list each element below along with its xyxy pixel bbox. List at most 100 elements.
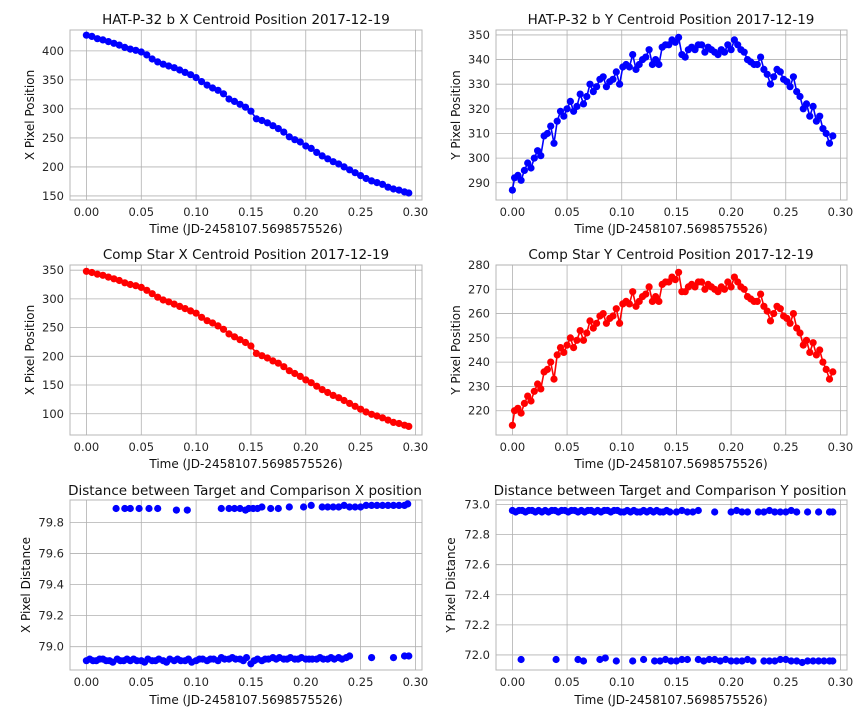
data-point — [88, 32, 96, 41]
data-point — [804, 508, 812, 516]
data-point — [543, 129, 552, 138]
data-point — [776, 305, 784, 313]
data-point — [368, 501, 376, 509]
data-point — [753, 297, 761, 305]
grid — [496, 500, 847, 670]
x-tick-label: 0.05 — [554, 675, 580, 689]
plot-area — [495, 264, 848, 436]
data-point — [776, 508, 784, 516]
data-point — [517, 655, 525, 664]
data-point — [612, 305, 620, 313]
data-point — [170, 64, 178, 72]
data-point — [806, 348, 814, 356]
y-tick-label: 79.8 — [38, 516, 64, 530]
y-tick-label: 72.4 — [464, 588, 490, 602]
data-point — [672, 508, 681, 516]
data-point — [765, 506, 774, 515]
data-point — [252, 115, 260, 123]
data-point — [82, 31, 90, 39]
data-point — [616, 80, 624, 88]
y-tick-label: 72.2 — [464, 618, 490, 632]
grid — [70, 30, 422, 200]
y-tick-label: 79.0 — [38, 640, 64, 654]
y-tick-label: 150 — [42, 189, 64, 203]
data-point — [165, 62, 173, 70]
tick-labels: 0.00 0.05 0.10 0.15 0.20 0.25 0.30 290 300 310 320… — [468, 28, 853, 219]
y-tick-label: 350 — [42, 263, 64, 277]
x-tick-label: 0.30 — [403, 205, 429, 219]
data-point — [796, 92, 804, 101]
x-tick-label: 0.30 — [403, 440, 429, 454]
data-point — [537, 152, 545, 160]
data-series — [82, 500, 413, 668]
x-axis-label: Time (JD-2458107.5698575526) — [573, 222, 767, 236]
y-tick-label: 73.0 — [464, 498, 490, 512]
tick-labels: 0.00 0.05 0.10 0.15 0.20 0.25 0.30 220 230 240 250… — [468, 258, 853, 454]
data-point — [815, 657, 823, 665]
data-point — [159, 296, 167, 304]
data-point — [757, 53, 765, 61]
data-point — [681, 53, 689, 61]
y-tick-label: 230 — [468, 379, 490, 393]
y-tick-label: 300 — [42, 292, 64, 306]
data-point — [579, 100, 588, 108]
data-point — [121, 504, 129, 513]
x-tick-label: 0.10 — [609, 205, 635, 219]
data-point — [242, 654, 251, 662]
data-point — [675, 33, 683, 42]
data-point — [247, 342, 255, 350]
x-tick-label: 0.00 — [500, 675, 526, 689]
data-point — [225, 504, 233, 513]
data-point — [765, 657, 774, 665]
data-point — [329, 503, 337, 511]
data-point — [329, 158, 337, 166]
x-tick-label: 0.20 — [293, 205, 319, 219]
data-point — [698, 41, 706, 49]
data-point — [126, 45, 134, 53]
data-point — [727, 283, 735, 291]
data-point — [517, 176, 525, 184]
data-point — [776, 655, 784, 664]
data-point — [203, 81, 211, 89]
data-point — [517, 409, 525, 417]
data-point — [796, 329, 804, 337]
data-point — [252, 349, 260, 357]
grid — [70, 265, 422, 435]
data-point — [547, 358, 555, 366]
x-tick-label: 0.10 — [183, 440, 209, 454]
data-point — [318, 386, 326, 394]
data-point — [612, 68, 620, 76]
data-point — [263, 354, 271, 362]
data-point — [373, 179, 381, 187]
data-point — [104, 38, 112, 46]
plot-area — [495, 499, 848, 671]
data-point — [727, 508, 735, 516]
chart-distance-y: 0.00 0.05 0.10 0.15 0.20 0.25 0.30 72.0 72.2 72.4… — [444, 483, 853, 707]
x-tick-label: 0.10 — [609, 440, 635, 454]
data-series — [508, 268, 837, 429]
data-point — [560, 112, 568, 120]
data-point — [666, 508, 674, 516]
data-point — [760, 657, 768, 665]
y-tick-label: 300 — [468, 151, 490, 165]
y-tick-label: 240 — [468, 355, 490, 369]
data-point — [187, 71, 195, 79]
data-point — [678, 655, 686, 664]
x-tick-label: 0.25 — [348, 205, 374, 219]
x-tick-label: 0.25 — [773, 675, 799, 689]
data-point — [335, 160, 343, 168]
tick-labels: 0.00 0.05 0.10 0.15 0.20 0.25 0.30 72.0 72.2 72.4… — [464, 498, 853, 689]
data-point — [550, 139, 558, 147]
x-tick-label: 0.30 — [828, 675, 854, 689]
data-point — [132, 46, 140, 54]
data-point — [269, 122, 277, 130]
data-point — [749, 657, 757, 665]
data-point — [373, 501, 381, 509]
y-tick-label: 250 — [42, 131, 64, 145]
y-tick-label: 72.8 — [464, 528, 490, 542]
data-point — [776, 68, 784, 76]
data-point — [285, 503, 293, 511]
data-point — [313, 148, 321, 156]
data-point — [816, 112, 824, 120]
